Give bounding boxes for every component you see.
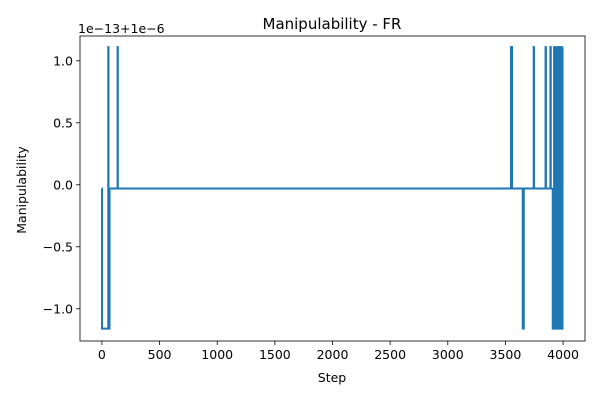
x-tick-label: 3000 [432, 347, 464, 362]
x-tick-label: 500 [148, 347, 172, 362]
x-tick-label: 1000 [201, 347, 233, 362]
x-tick-label: 4000 [547, 347, 579, 362]
data-series-line [101, 46, 564, 330]
y-tick-label: 0.5 [53, 115, 73, 130]
y-tick-label: 1.0 [53, 53, 73, 68]
x-tick-label: 2000 [317, 347, 349, 362]
x-axis-label: Step [318, 370, 347, 385]
y-axis-offset-label: 1e−13+1e−6 [78, 21, 165, 36]
x-tick-label: 2500 [374, 347, 406, 362]
x-tick-label: 3500 [490, 347, 522, 362]
y-tick-label: −0.5 [43, 239, 73, 254]
chart-title: Manipulability - FR [263, 15, 402, 33]
y-tick-label: 0.0 [53, 177, 73, 192]
y-axis-label: Manipulability [14, 146, 29, 234]
x-tick-label: 0 [98, 347, 106, 362]
x-tick-label: 1500 [259, 347, 291, 362]
y-tick-label: −1.0 [43, 301, 73, 316]
y-axis-ticks: −1.0 −0.5 0.0 0.5 1.0 [43, 53, 80, 316]
x-axis-ticks: 0 500 1000 1500 2000 2500 3000 3500 4000 [98, 341, 579, 362]
